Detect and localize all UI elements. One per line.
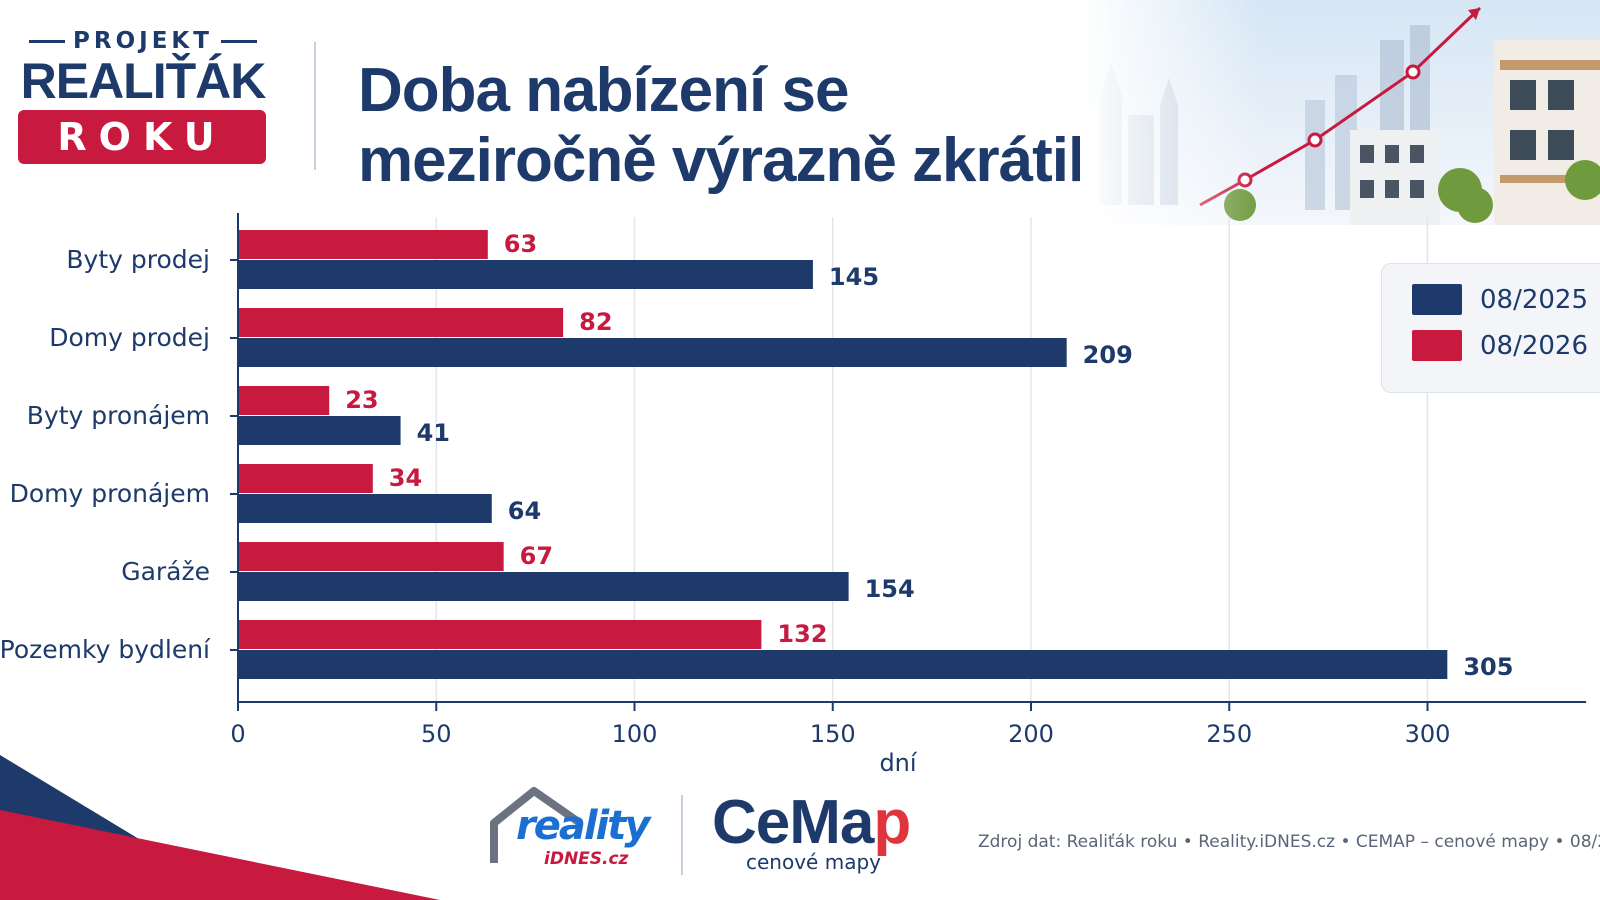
- bar-value-08-2025: 41: [417, 419, 450, 447]
- logo-dash-right: [220, 39, 257, 43]
- bar-value-08-2025: 209: [1083, 341, 1133, 369]
- legend-label-2025: 08/2025: [1480, 284, 1589, 315]
- x-tick-label: 250: [1206, 720, 1252, 748]
- x-tick-label: 0: [230, 720, 245, 748]
- title-line-1: Doba nabízení se: [358, 56, 849, 125]
- logo-badge: ROKU: [18, 110, 266, 164]
- bar-08-2025: [238, 416, 401, 445]
- footer-decoration: [0, 755, 440, 900]
- bar-value-08-2026: 132: [777, 620, 827, 648]
- x-tick-label: 150: [810, 720, 856, 748]
- category-label: Pozemky bydlení: [0, 635, 211, 664]
- x-axis-title: dní: [879, 749, 917, 777]
- bar-08-2025: [238, 494, 492, 523]
- bar-value-08-2026: 82: [579, 308, 612, 336]
- page-title: Doba nabízení se meziročně výrazně zkrát…: [358, 56, 1198, 196]
- idnes-wordmark: iDNES.cz: [544, 849, 629, 869]
- bar-value-08-2025: 64: [508, 497, 541, 525]
- legend-item-2026: 08/2026: [1412, 330, 1588, 361]
- bar-value-08-2026: 23: [345, 386, 378, 414]
- bars: [238, 230, 1448, 679]
- cemap-wordmark-main: CeMa: [712, 788, 874, 857]
- bar-08-2025: [238, 650, 1448, 679]
- bar-08-2025: [238, 260, 813, 289]
- legend-label-2026: 08/2026: [1480, 330, 1589, 361]
- title-line-2: meziročně výrazně zkrátila: [358, 126, 1119, 195]
- reality-idnes-logo: reality iDNES.cz: [488, 785, 658, 875]
- bar-value-08-2026: 34: [389, 464, 422, 492]
- logo-top-text: PROJEKT: [73, 28, 213, 54]
- header-divider: [314, 42, 316, 170]
- reality-wordmark: reality: [516, 803, 650, 849]
- category-label: Domy prodej: [49, 323, 210, 352]
- bar-08-2025: [238, 572, 849, 601]
- bar-08-2026: [238, 542, 504, 571]
- projekt-realitak-logo: PROJEKT REALIŤÁK ROKU: [18, 28, 268, 164]
- bar-chart: 0 50 100 150 200 250 300 Byty prodej 63 145 Domy p…: [0, 213, 1587, 777]
- bar-value-08-2026: 63: [504, 230, 537, 258]
- category-label: Byty prodej: [66, 245, 210, 274]
- bar-08-2025: [238, 338, 1067, 367]
- cemap-map-pin: p: [873, 788, 911, 857]
- bar-08-2026: [238, 620, 762, 649]
- x-tick-label: 100: [612, 720, 658, 748]
- footer-divider: [681, 795, 683, 875]
- bar-value-08-2026: 67: [520, 542, 553, 570]
- chart-legend: 08/2025 08/2026: [1381, 263, 1600, 393]
- bar-08-2026: [238, 464, 373, 493]
- category-label: Domy pronájem: [10, 479, 210, 508]
- house-roof-icon: [490, 787, 583, 863]
- x-tick-label: 50: [421, 720, 452, 748]
- cemap-tagline: cenové mapy: [746, 850, 881, 874]
- x-tick-label: 200: [1008, 720, 1054, 748]
- labels: 0 50 100 150 200 250 300 Byty prodej 63 145 Domy p…: [0, 230, 1513, 748]
- city-growth-illustration: [1080, 0, 1600, 225]
- legend-swatch-2026: [1412, 330, 1462, 361]
- category-label: Byty pronájem: [27, 401, 210, 430]
- logo-dash-left: [29, 39, 66, 43]
- logo-top-line: PROJEKT: [18, 28, 268, 54]
- bar-08-2026: [238, 230, 488, 259]
- data-source-note: Zdroj dat: Realiťák roku • Reality.iDNES…: [978, 832, 1600, 852]
- bar-value-08-2025: 145: [829, 263, 879, 291]
- bar-08-2026: [238, 386, 330, 415]
- bar-value-08-2025: 154: [865, 575, 915, 603]
- legend-swatch-2025: [1412, 284, 1462, 315]
- x-tick-label: 300: [1405, 720, 1451, 748]
- legend-item-2025: 08/2025: [1412, 284, 1588, 315]
- logo-main-text: REALIŤÁK: [20, 53, 267, 109]
- cemap-wordmark: CeMap: [712, 792, 911, 854]
- bar-value-08-2025: 305: [1463, 653, 1513, 681]
- category-label: Garáže: [121, 557, 210, 586]
- cemap-logo: CeMap cenové mapy: [712, 792, 932, 882]
- bar-08-2026: [238, 308, 564, 337]
